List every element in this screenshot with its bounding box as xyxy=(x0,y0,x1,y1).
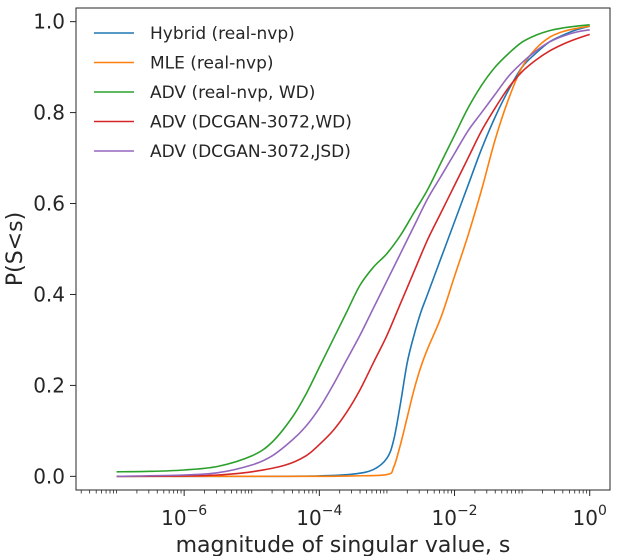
x-tick-label: 10−2 xyxy=(431,503,477,530)
series-line-2 xyxy=(116,25,590,478)
legend-label: Hybrid (real-nvp) xyxy=(150,24,295,44)
series-line-4 xyxy=(116,33,590,478)
series-layer xyxy=(116,24,590,478)
legend-label: ADV (DCGAN-3072,JSD) xyxy=(150,142,351,162)
y-tick-label: 0.8 xyxy=(33,101,65,125)
series-line-3 xyxy=(116,24,590,473)
y-axis-label: P(S<s) xyxy=(3,212,28,286)
series-line-5 xyxy=(116,29,590,478)
x-axis-label: magnitude of singular value, s xyxy=(176,533,511,556)
x-minor-ticks xyxy=(80,490,588,494)
y-tick-label: 0.6 xyxy=(33,192,65,216)
legend-label: MLE (real-nvp) xyxy=(150,54,274,74)
y-ticks: 0.0 0.2 0.4 0.6 0.8 1.0 xyxy=(33,10,76,488)
legend-label: ADV (DCGAN-3072,WD) xyxy=(150,113,352,133)
x-tick-label: 10−4 xyxy=(296,503,342,530)
y-tick-label: 0.2 xyxy=(33,373,65,397)
x-tick-label: 100 xyxy=(573,503,607,530)
series-line-1 xyxy=(116,25,590,478)
y-tick-label: 0.0 xyxy=(33,464,65,488)
y-tick-label: 0.4 xyxy=(33,282,65,306)
y-tick-label: 1.0 xyxy=(33,10,65,34)
plot-frame xyxy=(75,7,611,491)
x-tick-label: 10−6 xyxy=(161,503,207,530)
legend: Hybrid (real-nvp) MLE (real-nvp) ADV (real… xyxy=(94,24,352,162)
legend-label: ADV (real-nvp, WD) xyxy=(150,83,315,103)
x-ticks: 10−6 10−4 10−2 100 xyxy=(161,490,607,530)
